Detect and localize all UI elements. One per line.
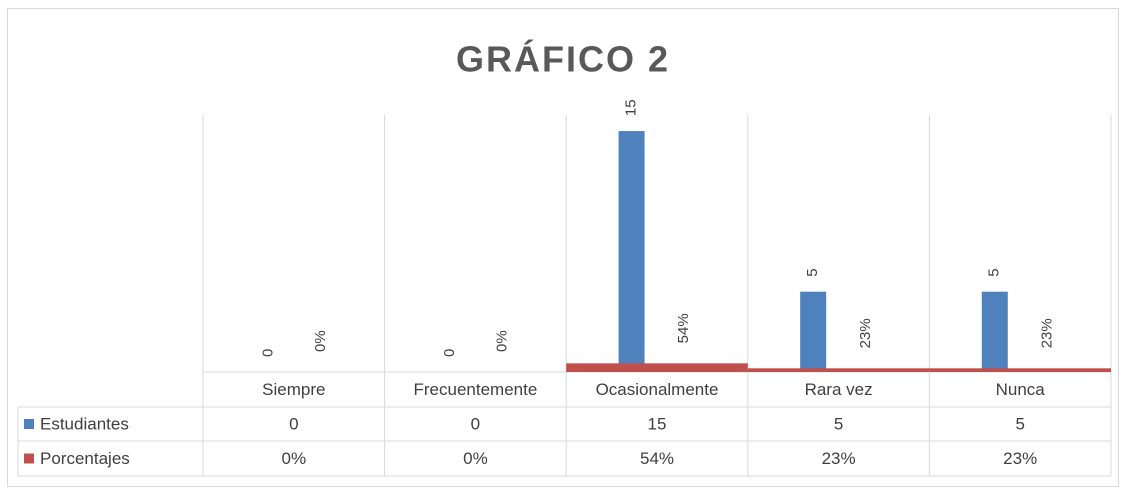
data-label: 23%	[1038, 318, 1055, 348]
x-tick-label: Rara vez	[805, 380, 873, 399]
data-label: 15	[623, 99, 640, 116]
table-cell: 15	[648, 414, 667, 433]
table-cell: 5	[834, 414, 843, 433]
chart-title: GRÁFICO 2	[456, 39, 670, 80]
bar	[618, 131, 645, 372]
data-label: 0%	[312, 330, 329, 352]
table-cell: 5	[1015, 414, 1024, 433]
table-cell: 0%	[282, 449, 307, 468]
table-cell: 0	[289, 414, 298, 433]
data-label: 23%	[857, 318, 874, 348]
x-tick-label: Nunca	[996, 380, 1046, 399]
legend-swatch	[24, 453, 34, 464]
table-cell: 0	[471, 414, 480, 433]
data-label: 0	[441, 349, 458, 357]
x-tick-label: Frecuentemente	[414, 380, 538, 399]
table-cell: 23%	[1003, 449, 1037, 468]
x-tick-label: Siempre	[262, 380, 325, 399]
legend-label: Estudiantes	[40, 414, 129, 433]
chart-frame	[7, 8, 1119, 487]
bar	[981, 291, 1008, 372]
table-cell: 23%	[822, 449, 856, 468]
x-tick-label: Ocasionalmente	[596, 380, 719, 399]
data-label: 0	[259, 349, 276, 357]
data-label: 5	[804, 268, 821, 276]
bar	[800, 291, 827, 372]
bar	[566, 363, 748, 372]
data-label: 54%	[675, 313, 692, 343]
bar	[929, 368, 1111, 372]
data-label: 5	[986, 268, 1003, 276]
data-label: 0%	[494, 330, 511, 352]
table-cell: 54%	[640, 449, 674, 468]
legend-swatch	[24, 419, 34, 429]
legend-label: Porcentajes	[40, 449, 130, 468]
table-cell: 0%	[463, 449, 488, 468]
bar	[747, 368, 930, 372]
